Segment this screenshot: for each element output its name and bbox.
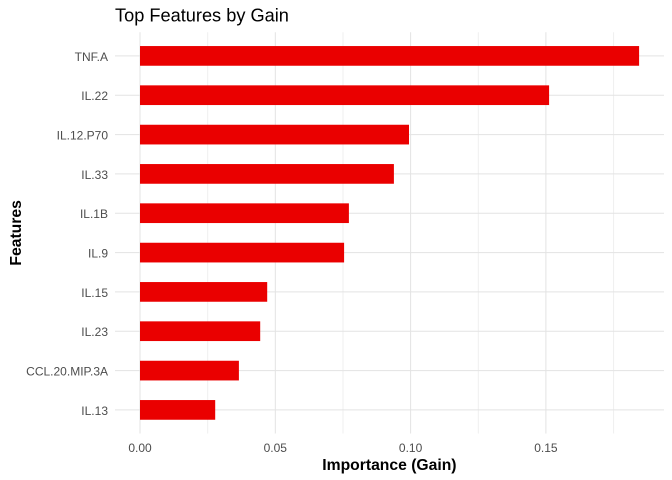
svg-text:IL.23: IL.23 — [81, 325, 108, 339]
svg-text:TNF.A: TNF.A — [75, 50, 108, 64]
svg-text:IL.33: IL.33 — [81, 168, 108, 182]
svg-text:IL.13: IL.13 — [81, 404, 108, 418]
svg-text:IL.15: IL.15 — [81, 286, 108, 300]
svg-text:Top Features by Gain: Top Features by Gain — [115, 6, 289, 26]
svg-text:IL.12.P70: IL.12.P70 — [57, 129, 109, 143]
svg-text:CCL.20.MIP.3A: CCL.20.MIP.3A — [26, 365, 108, 379]
svg-text:0.15: 0.15 — [534, 441, 558, 455]
svg-text:IL.22: IL.22 — [81, 89, 108, 103]
svg-text:0.10: 0.10 — [399, 441, 423, 455]
svg-text:IL.9: IL.9 — [88, 247, 108, 261]
svg-text:Importance (Gain): Importance (Gain) — [322, 457, 456, 474]
svg-text:0.05: 0.05 — [264, 441, 288, 455]
svg-text:0.00: 0.00 — [128, 441, 152, 455]
svg-text:IL.1B: IL.1B — [80, 207, 108, 221]
svg-text:Features: Features — [8, 200, 25, 266]
